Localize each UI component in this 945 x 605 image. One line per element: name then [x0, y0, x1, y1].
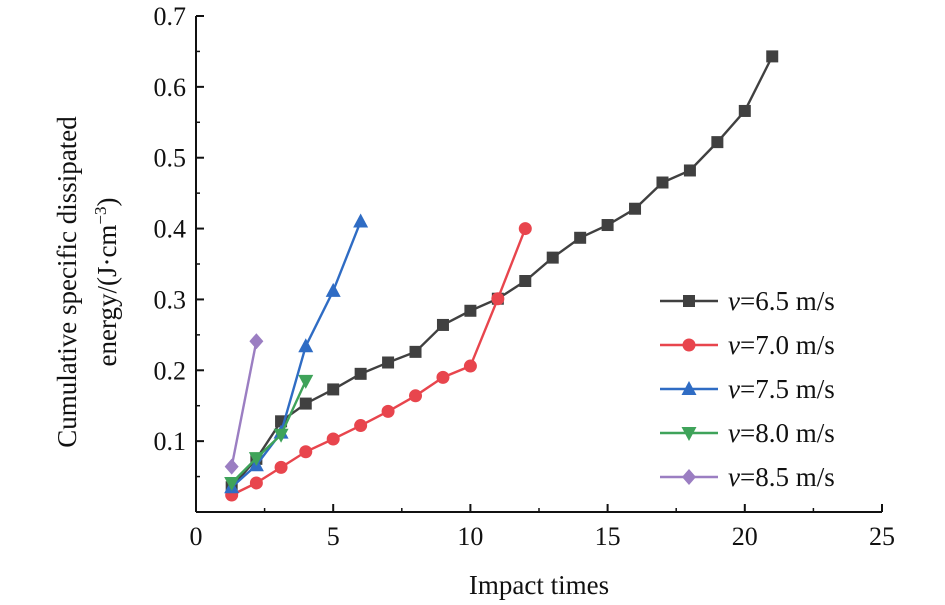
data-point — [274, 460, 288, 474]
legend-entry-4: v=8.0 m/s — [660, 418, 835, 448]
legend-entry-2: v=7.0 m/s — [660, 330, 835, 360]
data-point — [224, 458, 239, 475]
legend-label: v=6.5 m/s — [728, 286, 835, 316]
data-point — [629, 202, 642, 215]
data-point — [325, 282, 341, 297]
data-point — [409, 345, 422, 358]
series-line — [230, 341, 258, 467]
data-point — [546, 251, 559, 264]
data-point — [464, 304, 477, 317]
y-tick-label: 0.3 — [154, 285, 187, 314]
series-1 — [225, 50, 779, 494]
legend-label: v=8.0 m/s — [728, 418, 835, 448]
x-tick-label: 10 — [457, 522, 483, 551]
series-4 — [224, 374, 314, 491]
series-line — [230, 221, 362, 489]
data-point — [299, 445, 313, 459]
data-point — [683, 164, 696, 177]
data-point — [381, 404, 395, 418]
data-point — [491, 292, 505, 306]
legend-entry-5: v=8.5 m/s — [660, 462, 835, 492]
data-point — [436, 370, 450, 384]
data-point — [273, 428, 289, 443]
series-line — [230, 380, 307, 484]
y-tick-label: 0.5 — [154, 144, 187, 173]
data-point — [711, 136, 724, 149]
data-point — [354, 367, 367, 380]
y-axis-label-line2: energy/(J·cm−3) — [91, 197, 122, 366]
legend-label: v=7.5 m/s — [728, 374, 835, 404]
legend-label: v=8.5 m/s — [728, 462, 835, 492]
data-point — [299, 397, 312, 410]
data-point — [766, 50, 779, 63]
data-point — [298, 374, 314, 389]
data-point — [382, 356, 395, 369]
series-line — [230, 55, 774, 488]
x-tick-label: 15 — [595, 522, 621, 551]
series-2 — [225, 222, 532, 502]
data-point — [327, 383, 340, 396]
x-tick-label: 25 — [869, 522, 895, 551]
y-tick-label: 0.6 — [154, 73, 187, 102]
y-axis-label-line1: Cumulative specific dissipated — [52, 116, 82, 448]
legend-marker — [681, 381, 697, 395]
x-tick-label: 20 — [732, 522, 758, 551]
series-line — [231, 228, 527, 497]
data-point — [574, 231, 587, 244]
data-point — [601, 219, 614, 232]
data-point — [436, 318, 449, 331]
legend-entry-3: v=7.5 m/s — [660, 374, 835, 404]
axes: 0 5 10 15 20 25 0.1 0.2 0.3 0.4 0.5 0.6 0.7 — [154, 2, 896, 551]
data-point — [409, 389, 423, 403]
data-point — [249, 476, 263, 490]
data-point — [353, 213, 369, 228]
data-point — [249, 333, 264, 350]
data-point — [354, 419, 368, 433]
legend-marker — [682, 338, 696, 352]
y-axis-label: Cumulative specific dissipated energy/(J·… — [52, 116, 122, 448]
data-point — [519, 275, 532, 288]
legend: v=6.5 m/s v=7.0 m/s v=7.5 m/s v=8.0 m/s v=8.… — [660, 286, 835, 492]
legend-marker — [681, 427, 697, 441]
series-3 — [224, 213, 369, 494]
data-point — [463, 359, 477, 373]
x-axis-label: Impact times — [469, 570, 609, 600]
y-tick-label: 0.2 — [154, 356, 187, 385]
legend-marker — [683, 295, 695, 307]
data-point — [738, 104, 751, 117]
data-point — [224, 476, 240, 491]
data-point — [656, 176, 669, 189]
data-point — [298, 338, 314, 353]
legend-marker — [682, 469, 696, 485]
y-tick-label: 0.1 — [154, 427, 187, 456]
data-point — [248, 452, 264, 467]
series-layer — [224, 50, 779, 502]
legend-entry-1: v=6.5 m/s — [660, 286, 835, 316]
series-5 — [224, 333, 264, 475]
y-tick-label: 0.7 — [154, 2, 187, 31]
legend-label: v=7.0 m/s — [728, 330, 835, 360]
x-tick-label: 5 — [327, 522, 340, 551]
data-point — [326, 432, 340, 446]
data-point — [518, 222, 532, 236]
y-tick-label: 0.4 — [154, 215, 187, 244]
x-tick-label: 0 — [190, 522, 203, 551]
